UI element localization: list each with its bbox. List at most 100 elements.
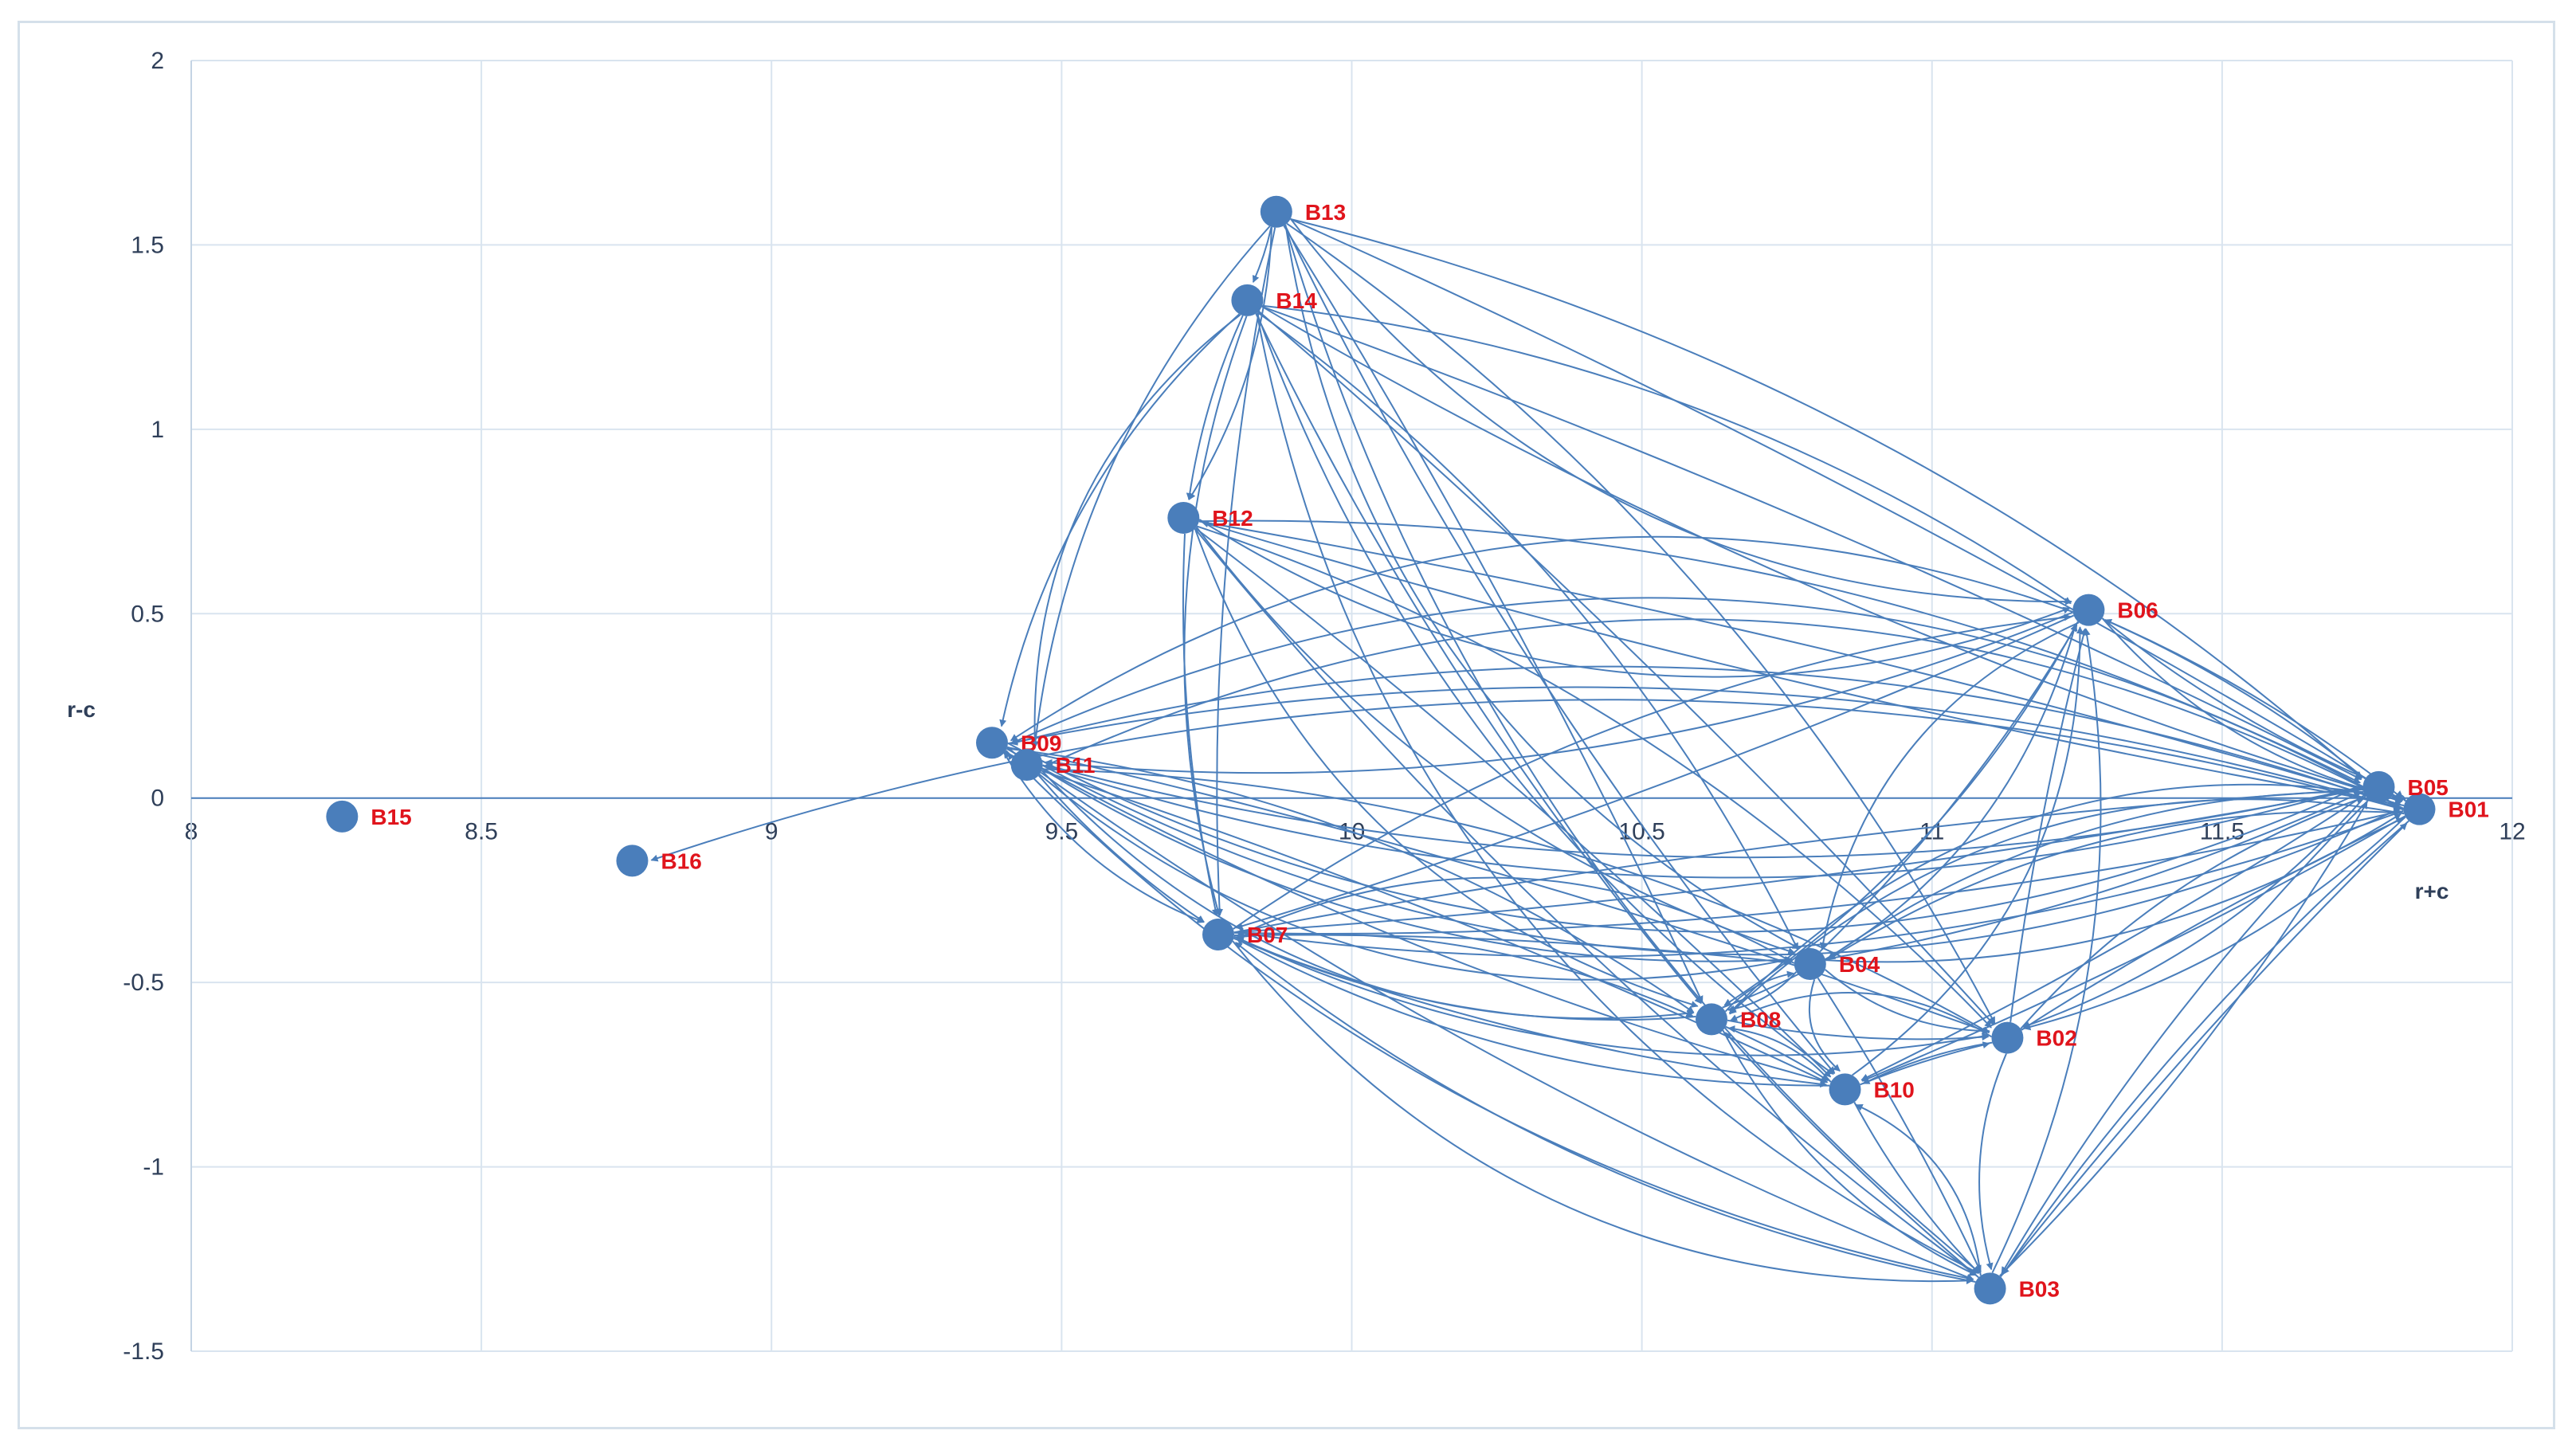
y-tick-label: 2 (151, 48, 164, 74)
relation-arrow (1290, 218, 2362, 779)
point-b05 (2362, 770, 2395, 803)
relation-arrow (1861, 815, 2405, 1082)
relation-arrow (1006, 746, 1793, 981)
relation-arrow (2000, 822, 2408, 1278)
x-tick-label: 9.5 (1045, 819, 1079, 845)
relation-arrow (1283, 225, 1704, 1004)
axes: 8 8.5 9 9.5 10 10.5 11 11.5 1221.510.50-0.5-1-1.… (123, 48, 2525, 1365)
relation-arrow (2101, 617, 2363, 778)
relation-arrow (1041, 768, 1793, 964)
y-tick-label: 1 (151, 417, 164, 443)
label-b14: B14 (1276, 288, 1317, 313)
point-b01 (2403, 793, 2436, 825)
relation-arrow (1186, 315, 1244, 500)
relation-arrow (1007, 686, 2402, 810)
relation-arrow (1290, 217, 2072, 605)
point-b12 (1167, 501, 1200, 534)
relation-arrow (1727, 1025, 1832, 1083)
relation-arrow (1216, 227, 1276, 916)
relation-arrow (1819, 624, 2078, 953)
relation-arrow (1006, 746, 1990, 1034)
relation-arrow (1825, 792, 2362, 961)
relation-arrow (1010, 665, 2404, 809)
point-b02 (1991, 1021, 2024, 1054)
point-b15 (326, 800, 359, 833)
relation-arrow (1286, 222, 1996, 1025)
label-b01: B01 (2448, 798, 2488, 822)
point-b11 (1010, 749, 1043, 782)
relation-arrow (1284, 225, 1981, 1274)
y-tick-label: -1.5 (123, 1338, 164, 1365)
relation-arrow (1255, 313, 1702, 1005)
relation-arrow (1010, 597, 2363, 788)
relation-arrow (1007, 743, 2361, 933)
relation-arrow (2023, 816, 2406, 1031)
relation-arrow (1257, 312, 1799, 950)
relation-arrow (2009, 628, 2088, 1023)
label-b07: B07 (1247, 923, 1288, 947)
chart-frame (18, 21, 2555, 1429)
relation-arrow (1722, 623, 2078, 1009)
y-axis-title: r-c (67, 697, 96, 722)
relation-arrow (1261, 305, 2362, 781)
y-tick-label: 0.5 (131, 601, 164, 627)
relation-arrow (1006, 747, 1829, 1084)
relation-arrow (2104, 619, 2406, 802)
point-b04 (1794, 948, 1826, 980)
relation-arrow (1258, 311, 1994, 1025)
relation-arrow (2001, 798, 2370, 1275)
relation-arrow (1852, 626, 2084, 1076)
x-axis-title: r+c (2415, 879, 2449, 903)
relation-arrow (1233, 786, 2361, 934)
label-b02: B02 (2036, 1026, 2076, 1051)
relation-arrow (1198, 520, 2402, 807)
relation-arrow (1198, 519, 2071, 678)
relation-arrow (1198, 519, 2361, 784)
relation-arrow (1236, 938, 1830, 1087)
relation-arrow (1999, 801, 2368, 1277)
relation-arrow (1256, 312, 1980, 1274)
label-b05: B05 (2408, 775, 2449, 800)
relation-arrow (1819, 621, 2080, 950)
relation-arrow (1978, 1053, 2007, 1271)
relation-arrow (2104, 619, 2366, 780)
relation-arrow (1724, 1032, 1979, 1279)
relation-arrow (1730, 992, 1993, 1038)
point-b08 (1696, 1003, 1728, 1036)
relation-arrow (1037, 774, 1205, 923)
relation-arrow (1233, 937, 1828, 1088)
point-b09 (975, 727, 1008, 759)
relation-arrow (1729, 798, 2405, 1015)
relation-arrow (1284, 225, 1836, 1074)
relation-arrow (1809, 978, 1841, 1072)
relation-arrow (1233, 613, 2072, 930)
relation-arrow (1041, 768, 1990, 1033)
point-b13 (1260, 195, 1292, 228)
relation-arrow (1235, 942, 1976, 1283)
relation-arrow (1233, 935, 1990, 1056)
point-b07 (1202, 918, 1235, 950)
relation-arrow (2002, 820, 2409, 1276)
relation-arrow (999, 313, 1241, 727)
relation-arrow (1194, 527, 1832, 1078)
x-tick-label: 8.5 (465, 819, 498, 845)
relation-arrow (1042, 764, 2361, 879)
relation-arrow (1040, 771, 1974, 1281)
relation-arrow (1003, 752, 1205, 923)
relation-arrow (1201, 520, 2405, 806)
relation-arrow (1045, 618, 2404, 809)
relation-arrow (1855, 1103, 1982, 1276)
relation-arrow (1007, 752, 1015, 761)
relation-arrow (1991, 628, 2102, 1273)
relation-arrow (1825, 813, 2402, 963)
relation-arrow (2022, 795, 2366, 1029)
relation-arrow (1232, 940, 1974, 1285)
relation-arrow (1828, 810, 2405, 960)
y-tick-label: -1 (143, 1154, 164, 1181)
relation-arrow (1860, 1041, 1990, 1086)
point-b06 (2072, 594, 2105, 626)
relation-arrow (1256, 312, 1834, 1076)
relation-arrow (1235, 614, 2075, 930)
y-tick-label: -0.5 (123, 970, 164, 996)
